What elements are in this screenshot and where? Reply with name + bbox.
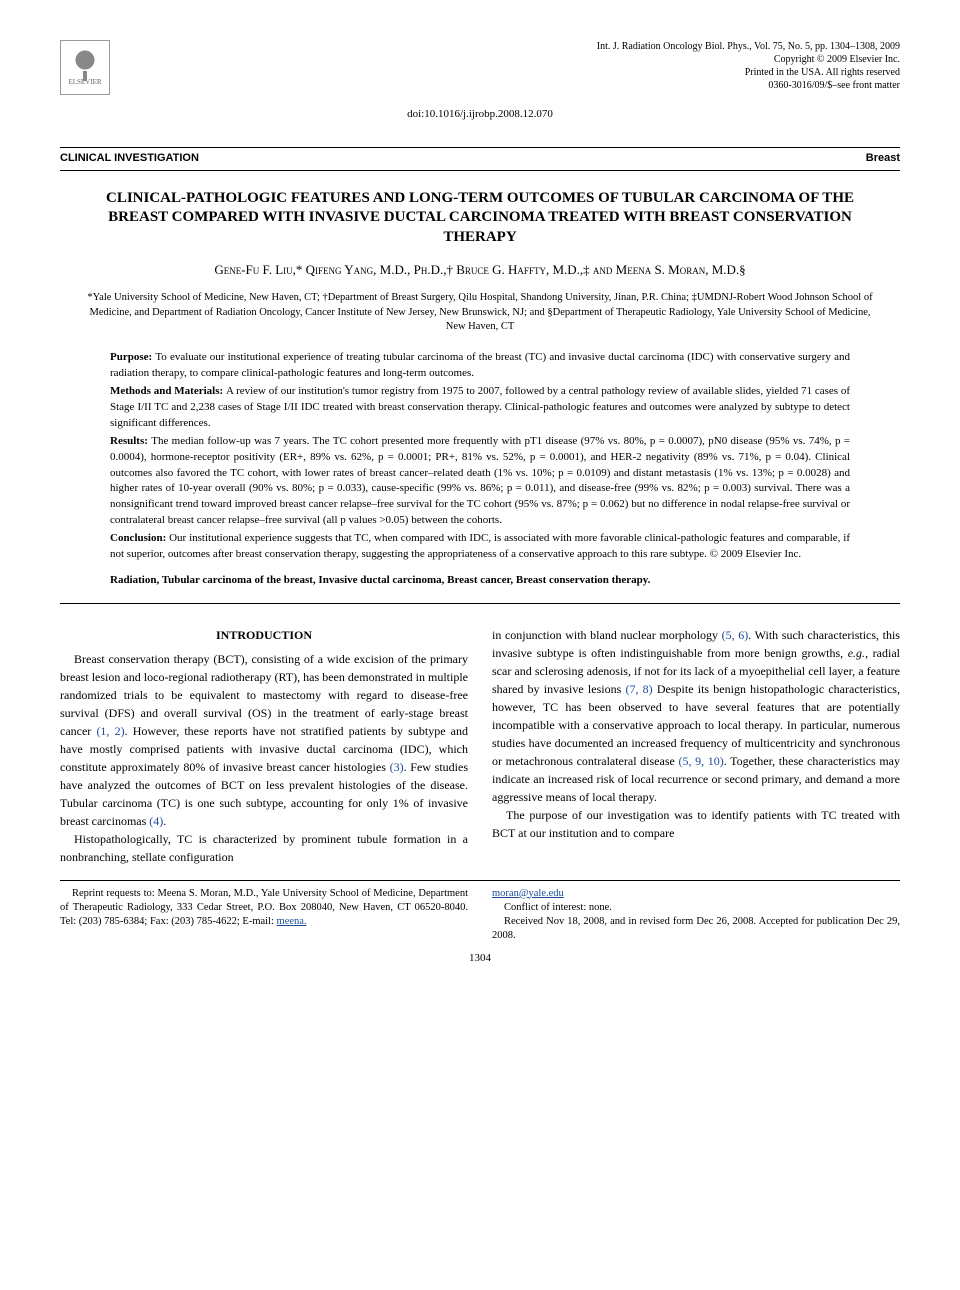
methods-label: Methods and Materials: — [110, 385, 226, 397]
doi: doi:10.1016/j.ijrobp.2008.12.070 — [60, 107, 900, 122]
section-label: CLINICAL INVESTIGATION — [60, 151, 199, 166]
ref-5-9-10[interactable]: (5, 9, 10) — [678, 754, 723, 768]
intro-para-2: Histopathologically, TC is characterized… — [60, 830, 468, 866]
ref-5-6[interactable]: (5, 6) — [722, 628, 749, 642]
authors: Gene-Fu F. Liu,* Qifeng Yang, M.D., Ph.D… — [60, 261, 900, 279]
publisher-logo: ELSEVIER — [60, 40, 110, 95]
copyright-line: Copyright © 2009 Elsevier Inc. — [597, 53, 900, 66]
page-number: 1304 — [60, 951, 900, 966]
results-label: Results: — [110, 435, 151, 447]
email-link-part2[interactable]: moran@yale.edu — [492, 888, 564, 899]
footer-left: Reprint requests to: Meena S. Moran, M.D… — [60, 887, 468, 944]
footer-right: moran@yale.edu Conflict of interest: non… — [492, 887, 900, 944]
conclusion-text: Our institutional experience suggests th… — [110, 532, 850, 560]
column-right: in conjunction with bland nuclear morpho… — [492, 626, 900, 866]
footer-columns: Reprint requests to: Meena S. Moran, M.D… — [60, 887, 900, 944]
affiliations: *Yale University School of Medicine, New… — [60, 291, 900, 334]
intro-para-2-cont: in conjunction with bland nuclear morpho… — [492, 626, 900, 806]
reprint-info: Reprint requests to: Meena S. Moran, M.D… — [60, 887, 468, 930]
journal-info: Int. J. Radiation Oncology Biol. Phys., … — [597, 40, 900, 92]
issn-line: 0360-3016/09/$–see front matter — [597, 79, 900, 92]
journal-citation: Int. J. Radiation Oncology Biol. Phys., … — [597, 40, 900, 53]
ref-4[interactable]: (4) — [149, 814, 163, 828]
keywords: Radiation, Tubular carcinoma of the brea… — [60, 573, 900, 603]
body-columns: INTRODUCTION Breast conservation therapy… — [60, 626, 900, 866]
intro-para-3: The purpose of our investigation was to … — [492, 806, 900, 842]
section-topic: Breast — [866, 151, 900, 166]
ref-1-2[interactable]: (1, 2) — [96, 724, 124, 738]
conclusion-label: Conclusion: — [110, 532, 169, 544]
conflict-of-interest: Conflict of interest: none. — [492, 901, 900, 915]
column-left: INTRODUCTION Breast conservation therapy… — [60, 626, 468, 866]
purpose-label: Purpose: — [110, 351, 155, 363]
header-row: ELSEVIER Int. J. Radiation Oncology Biol… — [60, 40, 900, 95]
ref-7-8[interactable]: (7, 8) — [625, 682, 652, 696]
ref-3[interactable]: (3) — [390, 760, 404, 774]
introduction-heading: INTRODUCTION — [60, 626, 468, 644]
results-text: The median follow-up was 7 years. The TC… — [110, 435, 850, 527]
print-line: Printed in the USA. All rights reserved — [597, 66, 900, 79]
section-bar: CLINICAL INVESTIGATION Breast — [60, 147, 900, 170]
article-title: CLINICAL-PATHOLOGIC FEATURES AND LONG-TE… — [60, 189, 900, 248]
email-link-part1[interactable]: meena. — [277, 916, 307, 927]
intro-para-1: Breast conservation therapy (BCT), consi… — [60, 650, 468, 830]
received-dates: Received Nov 18, 2008, and in revised fo… — [492, 915, 900, 943]
elsevier-tree-icon — [70, 48, 100, 78]
purpose-text: To evaluate our institutional experience… — [110, 351, 850, 379]
abstract: Purpose: To evaluate our institutional e… — [60, 350, 900, 563]
footer-separator: Reprint requests to: Meena S. Moran, M.D… — [60, 880, 900, 944]
